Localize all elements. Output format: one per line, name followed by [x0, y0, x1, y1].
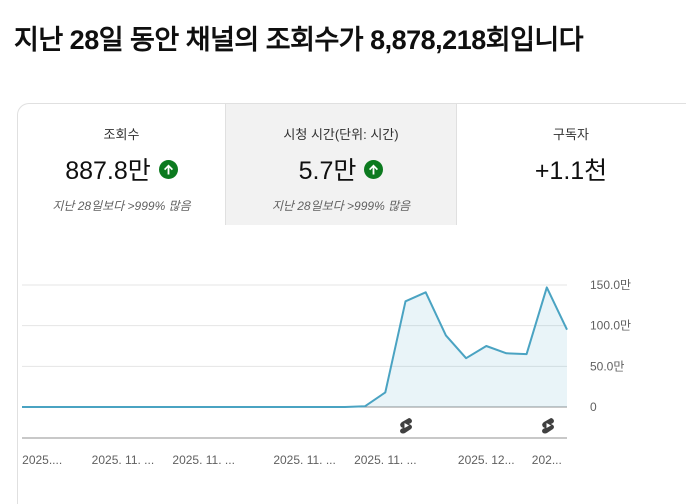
x-tick-label: 2025....	[22, 453, 62, 467]
up-icon	[158, 159, 178, 179]
x-tick-label: 2025. 11. ...	[92, 453, 155, 467]
metric-value: +1.1천	[534, 157, 608, 185]
shorts-icon	[400, 418, 412, 434]
chart: 0 50.0만 100.0만 150.0만 2025.... 2025. 11. ... 2…	[22, 278, 631, 467]
page: {"title":"지난 28일 동안 채널의 조회수가 8,878,218회입…	[14, 25, 686, 504]
up-icon	[364, 159, 384, 179]
metric-value: 5.7만	[298, 157, 357, 185]
y-tick-label: 50.0만	[590, 359, 624, 373]
shorts-icon	[542, 418, 554, 434]
metric-label: 구독자	[553, 127, 589, 142]
area-fill	[22, 287, 567, 407]
analytics-card: 조회수 887.8만 지난 28일보다 >999% 많음 시청 시간(단위: 시…	[17, 103, 686, 504]
x-tick-label: 2025. 11. ...	[172, 453, 235, 467]
x-tick-label: 2025. 12...	[458, 453, 515, 467]
metric-label: 시청 시간(단위: 시간)	[283, 127, 399, 142]
metric-label: 조회수	[103, 127, 140, 142]
x-tick-label: 202...	[532, 453, 562, 467]
metric-sub: 지난 28일보다 >999% 많음	[52, 199, 191, 213]
x-tick-label: 2025. 11. ...	[273, 453, 336, 467]
line	[22, 286, 568, 408]
y-tick-label: 100.0만	[590, 319, 631, 333]
metric-tab[interactable]: 구독자 +1.1천	[456, 104, 686, 225]
metric-tab[interactable]: 조회수 887.8만 지난 28일보다 >999% 많음	[18, 104, 225, 225]
y-tick-label: 150.0만	[590, 278, 631, 292]
metric-value: 887.8만	[65, 157, 151, 185]
title: 지난 28일 동안 채널의 조회수가 8,878,218회입니다	[14, 25, 584, 55]
x-tick-label: 2025. 11. ...	[354, 453, 417, 467]
metric-tab[interactable]: 시청 시간(단위: 시간) 5.7만 지난 28일보다 >999% 많음	[225, 104, 457, 225]
y-tick-label: 0	[590, 400, 597, 414]
metric-sub: 지난 28일보다 >999% 많음	[271, 199, 411, 213]
